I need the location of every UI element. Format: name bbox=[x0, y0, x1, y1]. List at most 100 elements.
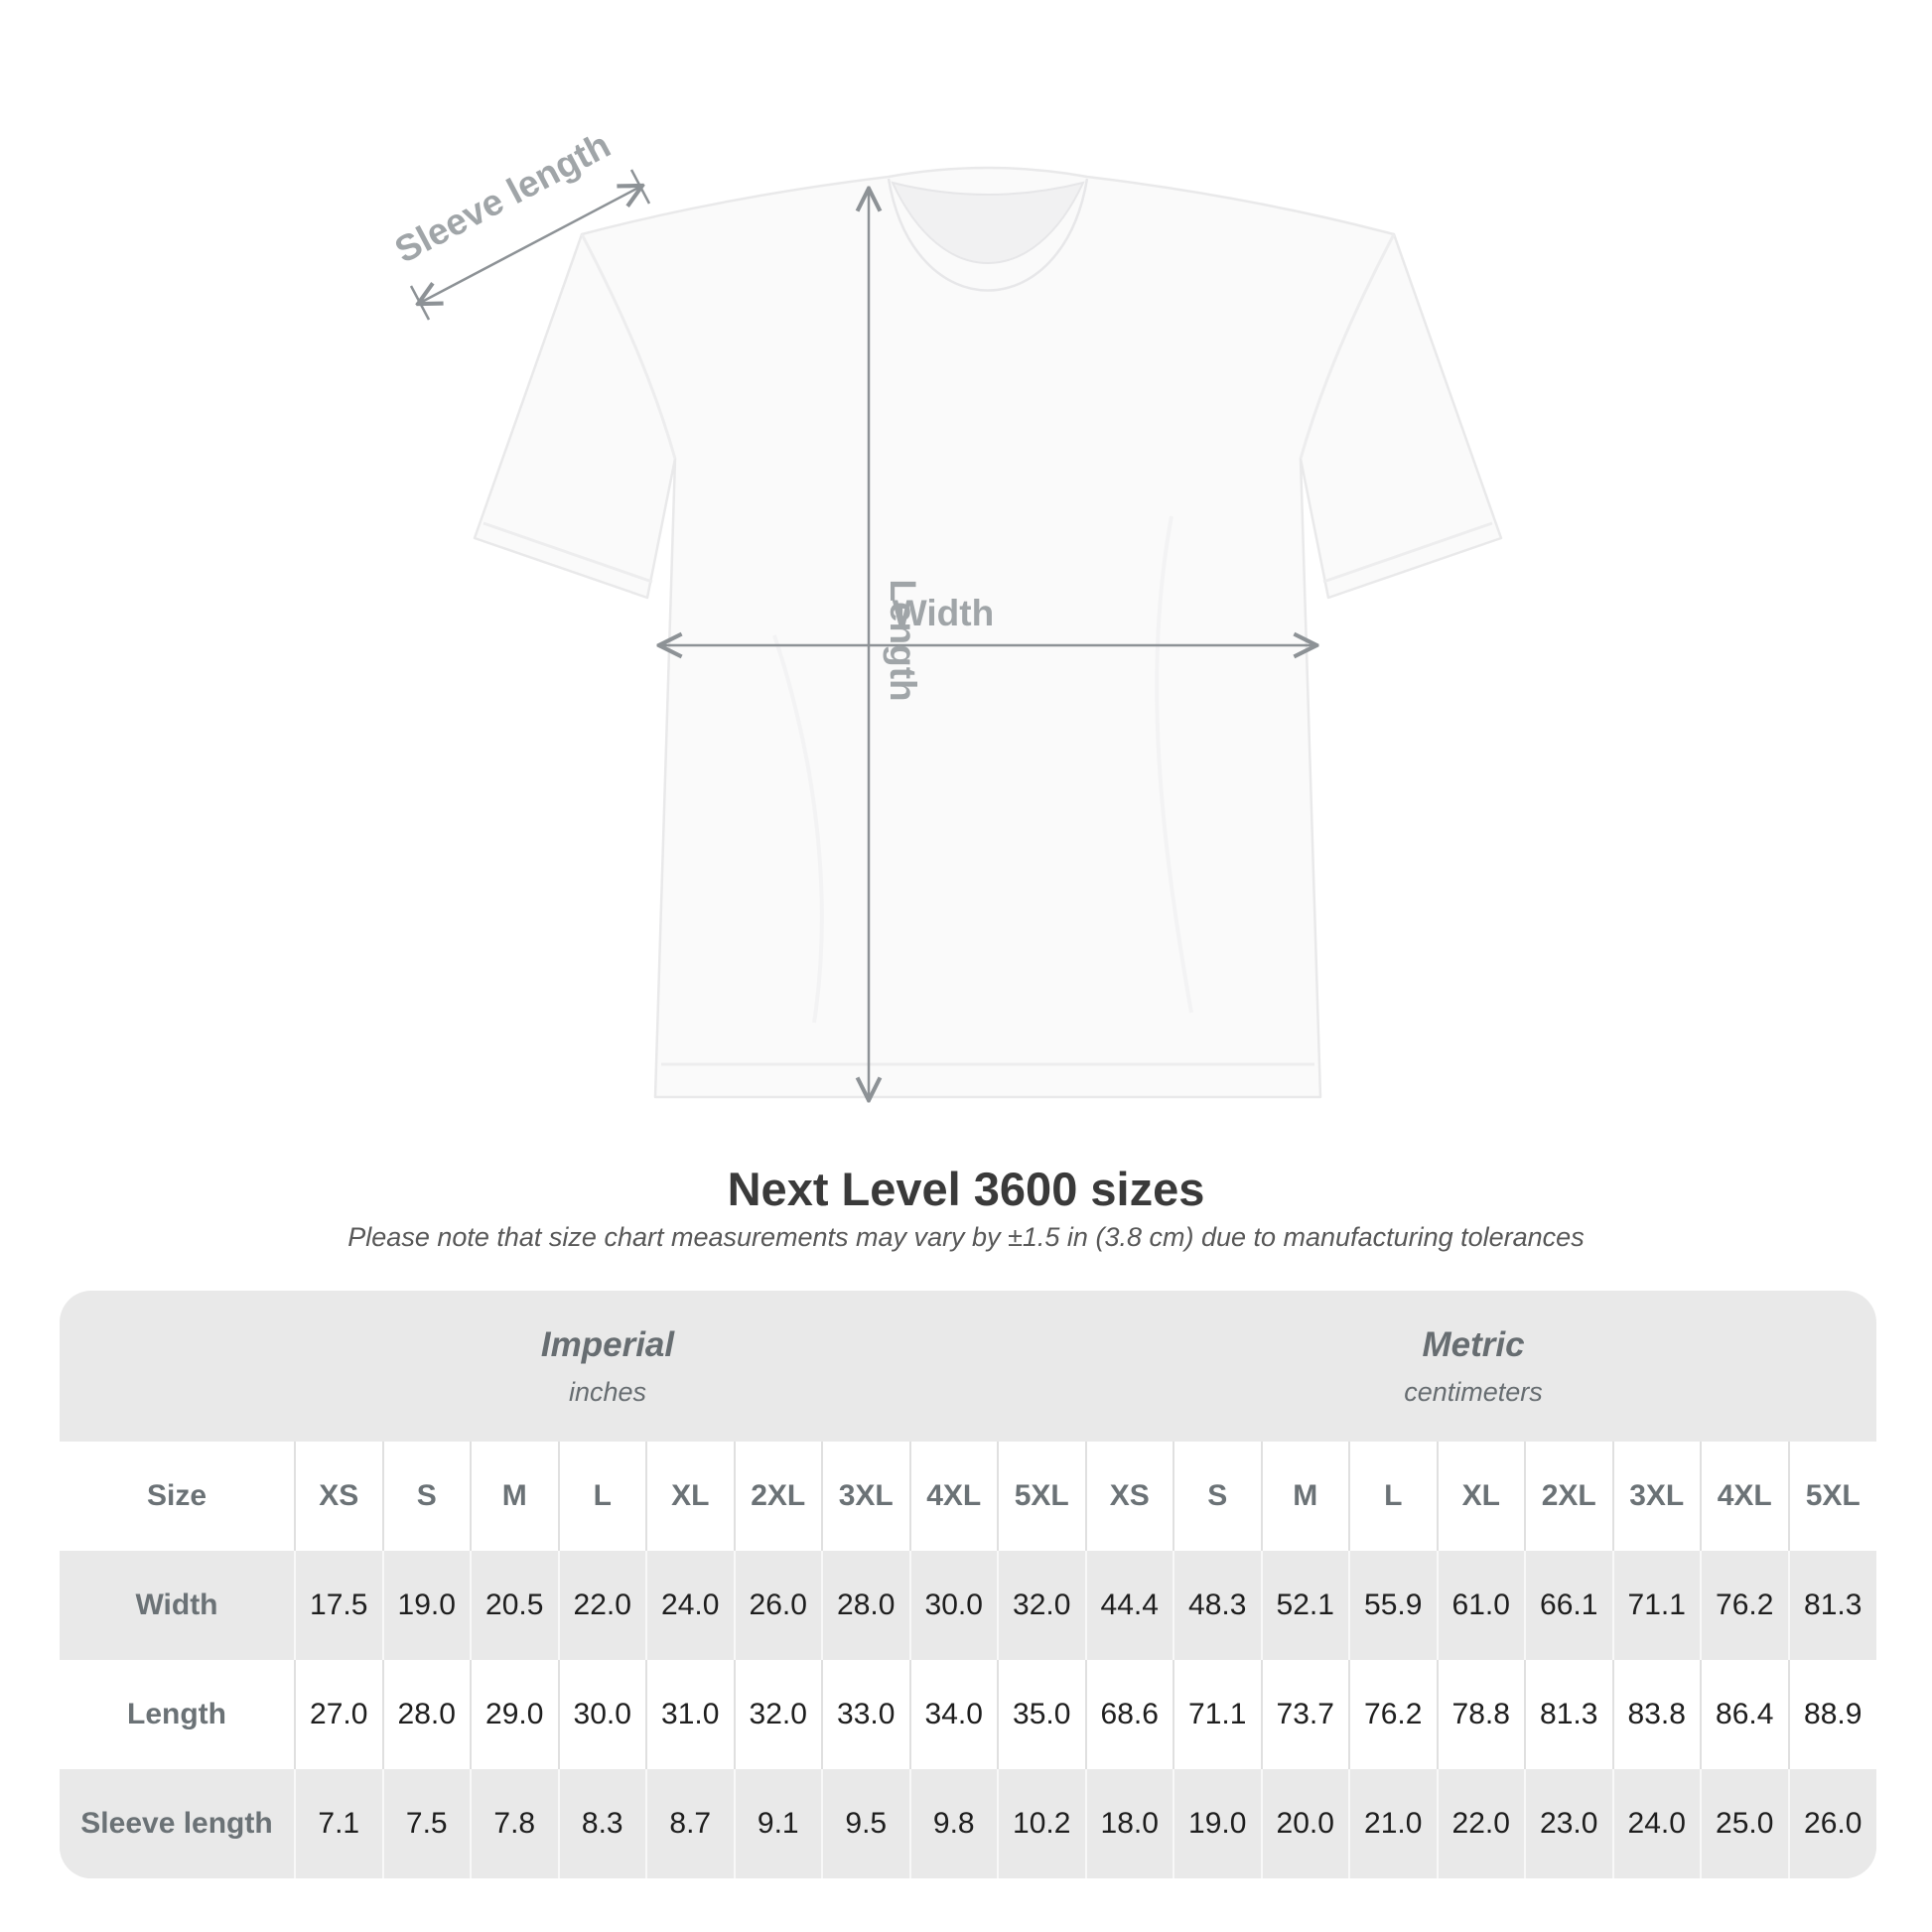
size-col-header: XS bbox=[1084, 1442, 1173, 1551]
measurement-value: 83.8 bbox=[1611, 1660, 1701, 1769]
measurement-value: 27.0 bbox=[294, 1660, 383, 1769]
measurement-value: 19.0 bbox=[381, 1551, 471, 1660]
measurement-value: 88.9 bbox=[1787, 1660, 1876, 1769]
sleeve-dimension-line bbox=[420, 187, 640, 303]
measurement-value: 20.0 bbox=[1260, 1769, 1349, 1878]
size-col-header: 2XL bbox=[733, 1442, 822, 1551]
measurement-value: 61.0 bbox=[1436, 1551, 1525, 1660]
size-table-card: Imperial inches Metric centimeters Size … bbox=[60, 1291, 1876, 1878]
measurement-value: 18.0 bbox=[1084, 1769, 1173, 1878]
measurement-value: 44.4 bbox=[1084, 1551, 1173, 1660]
measurement-row: Width 17.5 19.0 20.5 22.0 24.0 26.0 28.0 30.0 32.… bbox=[60, 1551, 1876, 1660]
measurement-value: 31.0 bbox=[645, 1660, 735, 1769]
measurement-value: 71.1 bbox=[1611, 1551, 1701, 1660]
measurement-value: 76.2 bbox=[1348, 1660, 1438, 1769]
measurement-value: 21.0 bbox=[1348, 1769, 1438, 1878]
size-col-header: 4XL bbox=[1700, 1442, 1789, 1551]
measurement-value: 20.5 bbox=[470, 1551, 559, 1660]
measurement-value: 22.0 bbox=[1436, 1769, 1525, 1878]
size-table-body: Width 17.5 19.0 20.5 22.0 24.0 26.0 28.0 30.0 32.… bbox=[60, 1551, 1876, 1878]
measurement-value: 34.0 bbox=[908, 1660, 998, 1769]
measurement-row: Sleeve length 7.1 7.5 7.8 8.3 8.7 9.1 9.5 9.8 10.… bbox=[60, 1769, 1876, 1878]
measurement-value: 10.2 bbox=[997, 1769, 1086, 1878]
width-label: Width bbox=[893, 593, 994, 633]
measurement-value: 32.0 bbox=[733, 1660, 822, 1769]
measurement-value: 25.0 bbox=[1700, 1769, 1789, 1878]
measurement-value: 86.4 bbox=[1700, 1660, 1789, 1769]
measurement-value: 78.8 bbox=[1436, 1660, 1525, 1769]
imperial-unit-subtitle: inches bbox=[568, 1376, 647, 1407]
measurement-value: 30.0 bbox=[908, 1551, 998, 1660]
measurement-value: 23.0 bbox=[1524, 1769, 1613, 1878]
right-cuff-stitch bbox=[1322, 521, 1493, 584]
size-col-header: 5XL bbox=[1787, 1442, 1876, 1551]
measurement-value: 29.0 bbox=[470, 1660, 559, 1769]
measurement-value: 24.0 bbox=[1611, 1769, 1701, 1878]
measurement-value: 7.1 bbox=[294, 1769, 383, 1878]
size-column-header: Size bbox=[146, 1479, 207, 1512]
size-col-header: S bbox=[381, 1442, 471, 1551]
measurement-value: 9.8 bbox=[908, 1769, 998, 1878]
size-table: Size XS S M L XL 2XL 3XL 4XL 5XL XS S M L XL 2XL 3XL 4XL… bbox=[60, 1442, 1876, 1878]
collar-band bbox=[887, 178, 1089, 292]
size-col-header: XS bbox=[294, 1442, 383, 1551]
measurement-value: 9.5 bbox=[821, 1769, 910, 1878]
measurement-value: 68.6 bbox=[1084, 1660, 1173, 1769]
size-col-header: 3XL bbox=[1611, 1442, 1701, 1551]
measurement-row: Length 27.0 28.0 29.0 30.0 31.0 32.0 33.0 34.0 35… bbox=[60, 1660, 1876, 1769]
size-col-header: 5XL bbox=[997, 1442, 1086, 1551]
measurement-value: 76.2 bbox=[1700, 1551, 1789, 1660]
imperial-unit-header: Imperial inches bbox=[541, 1291, 674, 1442]
size-col-header: XL bbox=[1436, 1442, 1525, 1551]
units-header: Imperial inches Metric centimeters bbox=[60, 1291, 1876, 1442]
measurement-value: 9.1 bbox=[733, 1769, 822, 1878]
metric-unit-header: Metric centimeters bbox=[1404, 1291, 1543, 1442]
measurement-value: 35.0 bbox=[997, 1660, 1086, 1769]
tolerance-note: Please note that size chart measurements… bbox=[347, 1222, 1585, 1252]
size-col-header: L bbox=[557, 1442, 646, 1551]
wrinkle bbox=[1155, 515, 1193, 1014]
measurement-value: 8.7 bbox=[645, 1769, 735, 1878]
size-col-header: S bbox=[1173, 1442, 1262, 1551]
measurement-value: 26.0 bbox=[733, 1551, 822, 1660]
size-col-header: M bbox=[1260, 1442, 1349, 1551]
measurement-value: 32.0 bbox=[997, 1551, 1086, 1660]
measurement-value: 30.0 bbox=[557, 1660, 646, 1769]
measurement-value: 26.0 bbox=[1787, 1769, 1876, 1878]
measurement-value: 19.0 bbox=[1173, 1769, 1262, 1878]
measurement-value: 33.0 bbox=[821, 1660, 910, 1769]
measurement-value: 28.0 bbox=[381, 1660, 471, 1769]
measurement-value: 66.1 bbox=[1524, 1551, 1613, 1660]
left-cuff-stitch bbox=[483, 521, 653, 584]
dimension-lines bbox=[409, 169, 1314, 1098]
measurement-row-label: Sleeve length bbox=[80, 1807, 273, 1840]
measurement-value: 17.5 bbox=[294, 1551, 383, 1660]
measurement-value: 71.1 bbox=[1173, 1660, 1262, 1769]
measurement-value: 73.7 bbox=[1260, 1660, 1349, 1769]
size-header-row: Size XS S M L XL 2XL 3XL 4XL 5XL XS S M L XL 2XL 3XL 4XL… bbox=[60, 1442, 1876, 1551]
measurement-value: 52.1 bbox=[1260, 1551, 1349, 1660]
tshirt-measurement-diagram: Sleeve length Length Width bbox=[388, 124, 1503, 1162]
measurement-value: 81.3 bbox=[1787, 1551, 1876, 1660]
length-label: Length bbox=[883, 579, 923, 701]
measurement-value: 28.0 bbox=[821, 1551, 910, 1660]
measurement-value: 48.3 bbox=[1173, 1551, 1262, 1660]
measurement-value: 22.0 bbox=[557, 1551, 646, 1660]
measurement-value: 7.8 bbox=[470, 1769, 559, 1878]
wrinkle bbox=[772, 634, 824, 1024]
page-title: Next Level 3600 sizes bbox=[727, 1163, 1205, 1215]
size-col-header: 2XL bbox=[1524, 1442, 1613, 1551]
size-col-header: 4XL bbox=[908, 1442, 998, 1551]
measurement-value: 24.0 bbox=[645, 1551, 735, 1660]
sleeve-dimension-tick bbox=[409, 285, 431, 321]
size-col-header: XL bbox=[645, 1442, 735, 1551]
measurement-value: 55.9 bbox=[1348, 1551, 1438, 1660]
size-col-header: M bbox=[470, 1442, 559, 1551]
measurement-value: 81.3 bbox=[1524, 1660, 1613, 1769]
metric-unit-subtitle: centimeters bbox=[1404, 1376, 1543, 1407]
metric-unit-name: Metric bbox=[1422, 1324, 1525, 1364]
size-col-header: L bbox=[1348, 1442, 1438, 1551]
measurement-row-label: Length bbox=[127, 1698, 226, 1730]
right-armhole-seam bbox=[1299, 233, 1396, 460]
